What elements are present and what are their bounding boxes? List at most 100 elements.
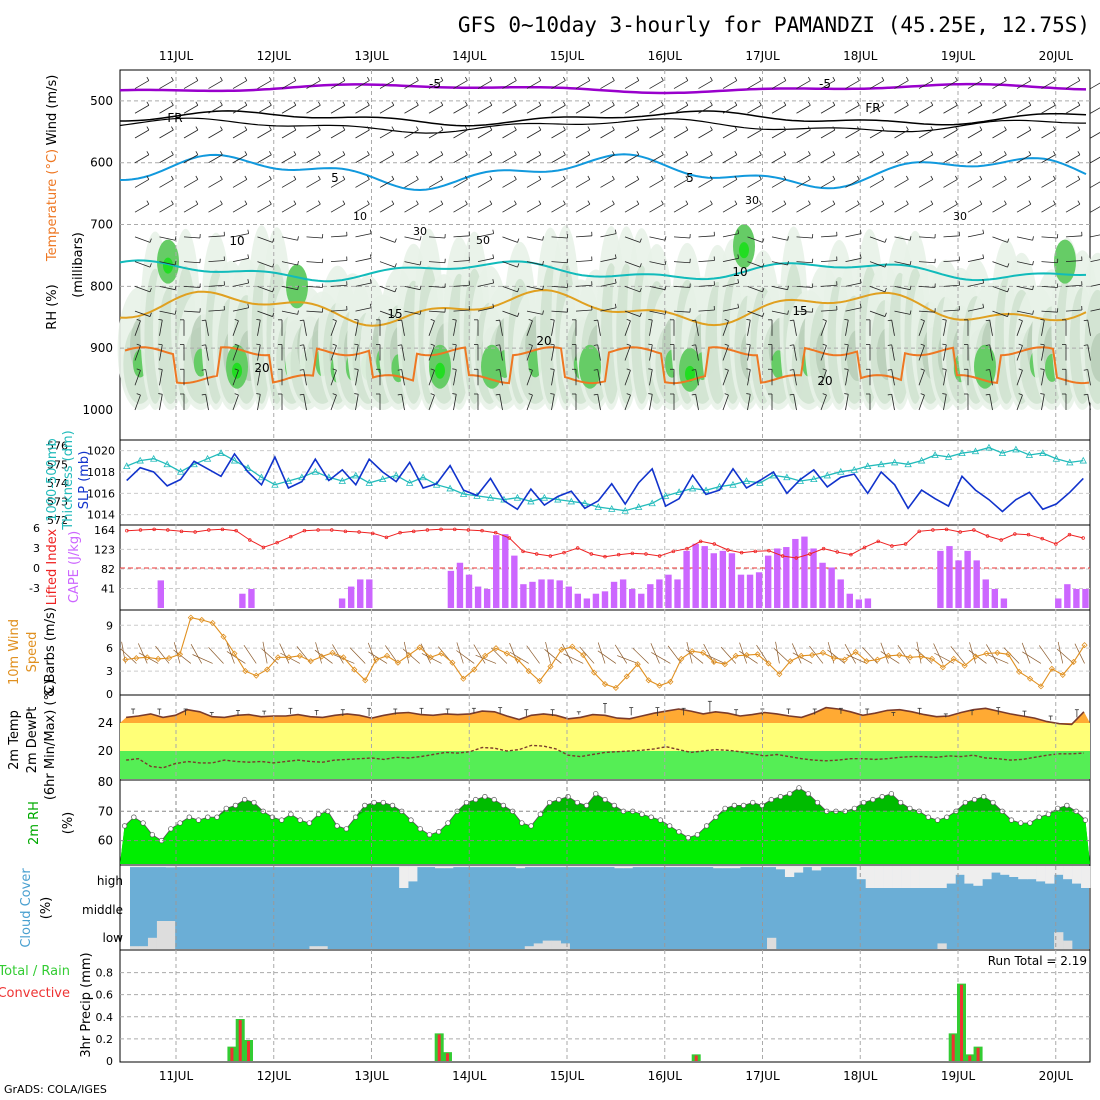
- rh2m-point: [667, 823, 673, 829]
- li-point: [1013, 532, 1017, 536]
- wind-barb-flag: [416, 101, 419, 106]
- cloud-high-clear: [946, 866, 956, 884]
- wind-barb-flag: [942, 393, 947, 395]
- wind-barb: [379, 261, 396, 268]
- wind-barb-flag: [808, 126, 811, 131]
- wind-barb: [159, 310, 176, 315]
- wind-barb: [1041, 203, 1056, 213]
- wind-barb: [992, 80, 1007, 89]
- li-point: [589, 552, 594, 556]
- wind-speed-point: [972, 653, 979, 660]
- wind-speed-point: [155, 655, 162, 662]
- cloud-low-clear: [551, 940, 561, 949]
- wind-speed-point: [394, 659, 401, 666]
- rh-blob-bright: [435, 362, 445, 379]
- wind-barb: [183, 104, 199, 114]
- rh2m-point: [1036, 814, 1042, 820]
- li-point: [357, 530, 361, 534]
- wind-barb: [355, 80, 370, 89]
- wind-barb-flag: [247, 229, 250, 234]
- wind-barb: [134, 394, 141, 411]
- thickness-point: [890, 458, 899, 466]
- wind-barb-flag: [397, 369, 402, 371]
- wind-barb: [1090, 82, 1100, 89]
- wind-barb-flag: [146, 76, 150, 81]
- wind-speed-point: [165, 655, 173, 662]
- cape-bar: [647, 584, 654, 608]
- wind-barb: [943, 260, 960, 263]
- wind-barb: [404, 80, 419, 89]
- wind-barb: [796, 154, 811, 164]
- wind-barb-flag: [465, 101, 468, 106]
- wind-barb-flag: [857, 101, 860, 106]
- wind-barb-flag: [1053, 200, 1056, 205]
- wind-barb-flag: [664, 260, 667, 266]
- tick-label: 6: [33, 522, 40, 535]
- wind-barb-flag: [369, 303, 372, 308]
- wind-barb: [845, 80, 860, 89]
- cloud-high-clear: [372, 866, 382, 868]
- wind-barb-flag: [394, 287, 397, 292]
- wind-barb: [257, 344, 261, 361]
- panel-label: Wind (m/s): [45, 75, 60, 146]
- cloud-high-clear: [318, 866, 328, 868]
- rh2m-point: [121, 823, 128, 829]
- wind-speed-point: [144, 654, 151, 661]
- wind-barb-flag: [354, 393, 359, 395]
- tick-label: 3: [106, 665, 113, 678]
- thickness-point: [311, 467, 320, 475]
- wind-barb: [649, 394, 653, 411]
- rh-blob: [1090, 332, 1100, 382]
- wind-barb: [208, 80, 223, 89]
- wind-barb: [943, 309, 960, 312]
- wind-barb: [477, 307, 494, 312]
- wind-barb-flag: [881, 200, 885, 205]
- rh2m-point: [1018, 820, 1024, 826]
- wind-barb: [673, 203, 689, 213]
- rh2m-point: [713, 814, 719, 820]
- wind-barb: [722, 370, 729, 386]
- wind-barb: [379, 154, 395, 164]
- wind-barb-flag: [354, 343, 359, 346]
- wind-barb: [232, 307, 249, 312]
- wind-barb: [918, 320, 925, 336]
- cloud-high-clear: [300, 866, 310, 868]
- thickness-point: [944, 453, 953, 460]
- wind-barb: [894, 203, 909, 213]
- wind-barb-flag: [489, 126, 493, 131]
- wind-barb-flag: [710, 175, 713, 180]
- panel-label: Temperature (°C): [45, 149, 60, 262]
- wind-barb: [526, 236, 543, 241]
- wind-barb-flag: [517, 312, 520, 317]
- wind-barb-flag: [171, 200, 174, 205]
- cloud-high-clear: [937, 866, 947, 888]
- wind-barb: [208, 260, 225, 263]
- wind-barb: [159, 104, 174, 114]
- wind-barb-flag: [844, 393, 849, 395]
- wind-barb-flag: [256, 318, 261, 321]
- wind-barb-flag: [762, 263, 765, 268]
- wind-barb-flag: [563, 76, 566, 81]
- cloud-high-clear: [883, 866, 893, 888]
- thickness-point: [527, 497, 535, 505]
- wind-barb: [281, 310, 298, 315]
- wind-barb-flag: [440, 200, 444, 205]
- thickness-point: [635, 503, 643, 510]
- wind-barb-10m: [792, 652, 813, 664]
- wind-barb: [820, 345, 827, 361]
- wind-barb-flag: [220, 175, 223, 180]
- wind-speed-point: [721, 661, 728, 668]
- rh2m-point: [519, 820, 525, 826]
- panel-label: 2m Temp: [7, 710, 22, 770]
- wind-barb-flag: [685, 76, 689, 81]
- wind-barb: [159, 129, 174, 139]
- wind-barb-10m: [632, 647, 649, 664]
- wind-barb: [624, 261, 641, 268]
- wind-barb-10m: [279, 643, 290, 664]
- wind-barb: [1065, 284, 1082, 287]
- wind-speed-point: [841, 656, 848, 663]
- wind-barb: [649, 104, 664, 114]
- wind-barb-flag: [982, 229, 985, 234]
- wind-barb: [796, 203, 811, 213]
